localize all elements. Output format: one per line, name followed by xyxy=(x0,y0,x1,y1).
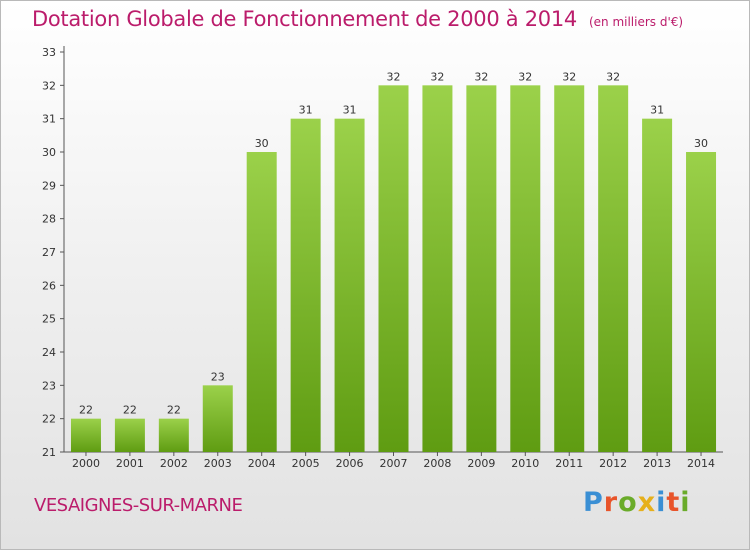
x-tick-label: 2014 xyxy=(687,457,715,470)
chart-title: Dotation Globale de Fonctionnement de 20… xyxy=(32,7,577,31)
bar-value-label: 30 xyxy=(255,137,269,150)
x-tick-label: 2000 xyxy=(72,457,100,470)
bar-value-label: 31 xyxy=(343,104,357,117)
logo-letter: P xyxy=(583,487,604,518)
bar-value-label: 31 xyxy=(299,104,313,117)
bar-value-label: 31 xyxy=(650,104,664,117)
y-tick-label: 27 xyxy=(42,246,56,259)
proxiti-logo: Proxiti xyxy=(583,487,691,518)
y-tick-label: 28 xyxy=(42,213,56,226)
bar xyxy=(202,385,233,452)
logo-letter: i xyxy=(656,487,667,518)
y-tick-label: 31 xyxy=(42,113,56,126)
title-row: Dotation Globale de Fonctionnement de 20… xyxy=(32,7,683,31)
x-tick-label: 2010 xyxy=(511,457,539,470)
bar-value-label: 22 xyxy=(123,404,137,417)
bar xyxy=(378,85,409,452)
bar xyxy=(686,152,717,452)
bar-value-label: 30 xyxy=(694,137,708,150)
bar-value-label: 32 xyxy=(387,70,401,83)
logo-letter: t xyxy=(666,487,681,518)
bar-value-label: 32 xyxy=(474,70,488,83)
y-tick-label: 21 xyxy=(42,446,56,459)
bar xyxy=(422,85,453,452)
x-tick-label: 2011 xyxy=(555,457,583,470)
x-tick-label: 2005 xyxy=(292,457,320,470)
y-tick-label: 22 xyxy=(42,413,56,426)
x-tick-label: 2009 xyxy=(467,457,495,470)
logo-letter: i xyxy=(680,487,691,518)
x-tick-label: 2012 xyxy=(599,457,627,470)
y-tick-label: 33 xyxy=(42,46,56,59)
y-tick-label: 24 xyxy=(42,346,56,359)
x-tick-label: 2004 xyxy=(248,457,276,470)
x-tick-label: 2002 xyxy=(160,457,188,470)
bar xyxy=(290,118,321,453)
y-tick-label: 30 xyxy=(42,146,56,159)
x-tick-label: 2013 xyxy=(643,457,671,470)
x-tick-label: 2001 xyxy=(116,457,144,470)
y-tick-label: 32 xyxy=(42,79,56,92)
logo-letter: x xyxy=(637,487,657,518)
bar xyxy=(598,85,629,452)
bar xyxy=(70,418,101,452)
x-tick-label: 2008 xyxy=(423,457,451,470)
y-tick-label: 23 xyxy=(42,379,56,392)
x-tick-label: 2006 xyxy=(336,457,364,470)
bar-value-label: 23 xyxy=(211,370,225,383)
logo-letter: o xyxy=(618,487,638,518)
chart-subtitle: (en milliers d'€) xyxy=(588,15,684,29)
bar-value-label: 32 xyxy=(606,70,620,83)
logo-letter: r xyxy=(603,487,619,518)
bar xyxy=(642,118,673,453)
bar-value-label: 22 xyxy=(79,404,93,417)
bar xyxy=(114,418,145,452)
x-tick-label: 2003 xyxy=(204,457,232,470)
y-tick-label: 29 xyxy=(42,179,56,192)
bar xyxy=(246,152,277,452)
bar-value-label: 32 xyxy=(562,70,576,83)
y-tick-label: 25 xyxy=(42,313,56,326)
bar-value-label: 32 xyxy=(430,70,444,83)
bar xyxy=(334,118,365,453)
bar xyxy=(158,418,189,452)
city-name: VESAIGNES-SUR-MARNE xyxy=(34,495,243,516)
bar-value-label: 32 xyxy=(518,70,532,83)
y-tick-label: 26 xyxy=(42,279,56,292)
bar xyxy=(466,85,497,452)
bar-value-label: 22 xyxy=(167,404,181,417)
bar xyxy=(510,85,541,452)
bar xyxy=(554,85,585,452)
x-tick-label: 2007 xyxy=(380,457,408,470)
